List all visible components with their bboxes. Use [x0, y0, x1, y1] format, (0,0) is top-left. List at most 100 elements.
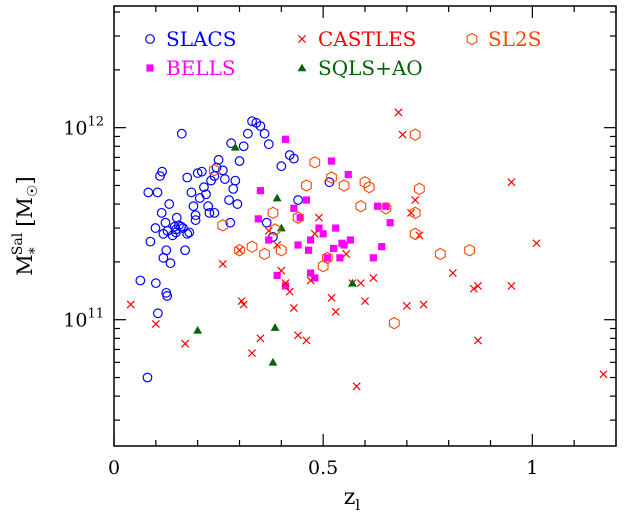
- point-castles: [256, 334, 265, 343]
- point-castles: [331, 307, 340, 316]
- y-axis-label-base: M: [13, 254, 37, 276]
- point-slacs: [156, 207, 167, 218]
- point-slacs: [161, 245, 172, 256]
- legend-marker-slacs: [145, 34, 155, 44]
- point-castles: [281, 279, 290, 288]
- point-castles: [277, 266, 286, 275]
- point-castles: [356, 279, 365, 288]
- legend-label-slacs: SLACS: [166, 27, 236, 51]
- point-slacs: [153, 308, 163, 319]
- point-slacs: [199, 182, 209, 193]
- point-slacs: [196, 166, 207, 177]
- point-castles: [411, 195, 420, 205]
- point-sqls-ao: [270, 323, 280, 331]
- point-slacs: [230, 175, 241, 186]
- point-castles: [289, 304, 298, 313]
- point-bells: [330, 244, 338, 253]
- point-sl2s: [338, 179, 350, 192]
- point-sl2s: [317, 259, 329, 273]
- point-slacs: [224, 195, 234, 205]
- point-slacs: [288, 153, 299, 164]
- point-slacs: [176, 128, 187, 139]
- point-sl2s: [259, 247, 270, 261]
- point-sl2s: [234, 244, 245, 257]
- x-axis-label-sub: l: [355, 496, 360, 514]
- point-castles: [151, 319, 160, 329]
- point-slacs: [165, 258, 176, 269]
- point-bells: [254, 215, 262, 223]
- y-tick-label-mantissa: 10: [63, 118, 87, 140]
- x-tick-label: 0: [108, 457, 120, 479]
- point-castles: [402, 301, 411, 310]
- point-slacs: [194, 193, 205, 203]
- point-castles: [314, 213, 324, 222]
- point-slacs: [261, 217, 272, 228]
- point-bells: [281, 135, 290, 143]
- point-sl2s: [464, 244, 475, 257]
- y-tick-label: 1012: [63, 115, 104, 140]
- point-slacs: [182, 228, 193, 239]
- point-slacs: [238, 141, 249, 152]
- point-castles: [126, 300, 135, 309]
- point-slacs: [182, 172, 193, 183]
- legend-marker-castles: [297, 34, 307, 44]
- point-slacs: [209, 207, 220, 218]
- point-slacs: [180, 245, 191, 256]
- point-sl2s: [275, 244, 287, 257]
- data-points: [126, 108, 608, 391]
- point-slacs: [225, 217, 236, 228]
- x-tick-label: 0.5: [308, 457, 338, 479]
- point-slacs: [152, 187, 163, 198]
- point-sl2s: [217, 219, 229, 232]
- point-sl2s: [409, 128, 421, 141]
- point-sqls-ao: [193, 325, 203, 334]
- point-bells: [346, 236, 354, 244]
- point-bells: [307, 269, 315, 277]
- y-axis-label-unit-sub: ☉: [25, 185, 41, 198]
- point-slacs: [242, 128, 253, 139]
- point-castles: [327, 293, 336, 302]
- point-sl2s: [267, 206, 279, 220]
- point-slacs: [190, 210, 201, 221]
- point-slacs: [192, 168, 203, 178]
- point-bells: [327, 157, 336, 165]
- point-bells: [256, 187, 265, 195]
- point-bells: [382, 202, 390, 210]
- point-slacs: [145, 236, 156, 247]
- point-slacs: [162, 291, 173, 301]
- y-tick-label-exponent: 12: [87, 115, 104, 130]
- point-sl2s: [301, 179, 312, 192]
- point-sl2s: [269, 223, 281, 236]
- point-sqls-ao: [230, 142, 240, 151]
- point-bells: [307, 236, 315, 244]
- point-sl2s: [359, 175, 371, 189]
- point-bells: [311, 274, 319, 282]
- point-castles: [181, 339, 190, 348]
- point-slacs: [247, 116, 257, 127]
- point-bells: [315, 224, 323, 232]
- point-castles: [294, 331, 303, 340]
- point-slacs: [164, 199, 175, 209]
- point-castles: [360, 297, 370, 306]
- point-sqls-ao: [348, 278, 357, 287]
- point-slacs: [176, 221, 186, 232]
- point-slacs: [142, 372, 153, 383]
- point-sl2s: [363, 180, 375, 194]
- point-bells: [344, 170, 352, 179]
- point-slacs: [186, 187, 197, 198]
- point-castles: [448, 269, 457, 278]
- point-slacs: [293, 195, 303, 205]
- point-slacs: [228, 183, 239, 194]
- point-castles: [473, 281, 482, 290]
- point-castles: [218, 259, 227, 269]
- point-castles: [507, 178, 516, 187]
- point-sl2s: [413, 182, 425, 196]
- point-slacs: [255, 121, 266, 131]
- point-sl2s: [409, 227, 421, 241]
- point-castles: [306, 276, 315, 285]
- legend-marker-sqls-ao: [297, 63, 307, 72]
- y-axis-label: M*Sal [M☉]: [10, 176, 43, 275]
- legend-label-sl2s: SL2S: [488, 27, 541, 51]
- point-bells: [302, 196, 311, 204]
- point-sl2s: [292, 211, 304, 224]
